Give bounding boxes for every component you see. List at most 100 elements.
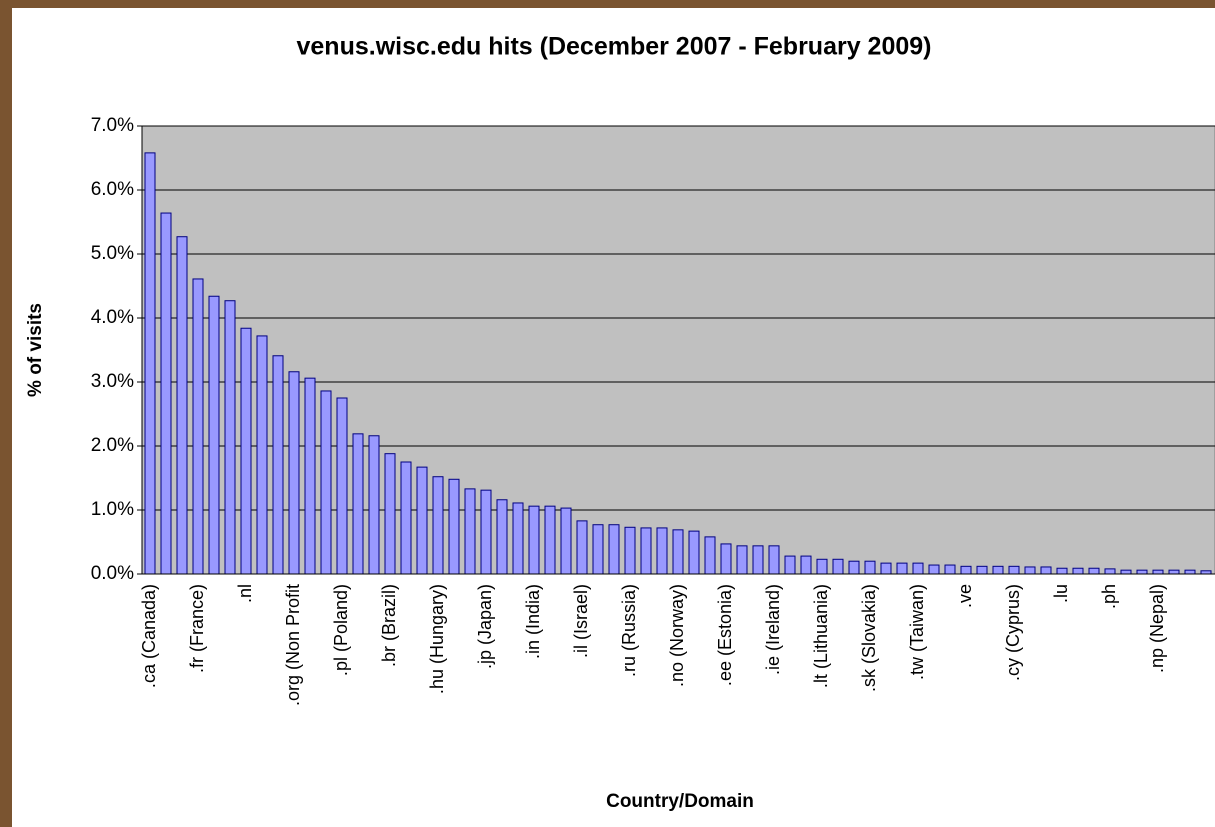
bar xyxy=(880,562,892,575)
y-tick-label: 7.0% xyxy=(91,115,134,136)
bar xyxy=(1040,566,1052,575)
bar xyxy=(1008,565,1020,575)
bar xyxy=(528,505,540,575)
y-tick-label: 4.0% xyxy=(91,307,134,328)
bar xyxy=(208,295,220,575)
bar xyxy=(912,562,924,575)
bar xyxy=(512,502,524,575)
bar xyxy=(176,236,188,575)
x-tick-label: .tw (Taiwan) xyxy=(907,584,927,680)
bar xyxy=(1056,567,1068,575)
x-tick-label: .ve xyxy=(955,584,975,608)
bar xyxy=(160,212,172,575)
y-axis-label: % of visits xyxy=(25,303,46,397)
bar xyxy=(240,327,252,575)
bar xyxy=(896,562,908,575)
bar xyxy=(1104,568,1116,575)
bar xyxy=(336,397,348,575)
y-tick-label: 2.0% xyxy=(91,435,134,456)
bar xyxy=(288,371,300,575)
bar xyxy=(144,152,156,575)
x-tick-label: .lt (Lithuania) xyxy=(811,584,831,688)
bar xyxy=(1024,566,1036,575)
bar xyxy=(496,499,508,575)
x-tick-label: .no (Norway) xyxy=(667,584,687,687)
y-tick-label: 5.0% xyxy=(91,243,134,264)
bar xyxy=(624,526,636,575)
x-tick-label: .jp (Japan) xyxy=(475,584,495,669)
x-axis-label: Country/Domain xyxy=(606,791,754,812)
x-tick-label: .pl (Poland) xyxy=(331,584,351,676)
bar xyxy=(608,524,620,575)
bar xyxy=(576,520,588,575)
bar xyxy=(480,489,492,575)
x-tick-label: .lu xyxy=(1051,584,1071,603)
x-tick-label: .cy (Cyprus) xyxy=(1003,584,1023,681)
x-tick-label: .nl xyxy=(235,584,255,603)
bar xyxy=(432,476,444,575)
x-tick-label: .ru (Russia) xyxy=(619,584,639,677)
bar xyxy=(672,529,684,575)
bar xyxy=(656,527,668,575)
chart-title: venus.wisc.edu hits (December 2007 - Feb… xyxy=(297,33,932,61)
bar xyxy=(1136,569,1148,575)
bar xyxy=(224,300,236,575)
bar xyxy=(272,355,284,575)
bar xyxy=(752,545,764,575)
bar xyxy=(368,435,380,575)
bar xyxy=(416,466,428,575)
bar xyxy=(448,478,460,575)
bar xyxy=(768,545,780,575)
bar xyxy=(464,488,476,575)
bar xyxy=(864,560,876,575)
bar xyxy=(736,545,748,575)
bar xyxy=(1184,569,1196,575)
x-tick-label: .org (Non Profit xyxy=(283,584,303,706)
y-tick-label: 1.0% xyxy=(91,499,134,520)
bar xyxy=(1168,569,1180,575)
bar xyxy=(704,536,716,575)
bar xyxy=(384,453,396,575)
bar xyxy=(192,278,204,575)
bar xyxy=(928,564,940,575)
bar xyxy=(832,558,844,575)
plot-area xyxy=(141,125,1215,575)
bar xyxy=(848,560,860,575)
bar xyxy=(1072,567,1084,575)
x-tick-label: .il (Israel) xyxy=(571,584,591,658)
x-tick-label: .ie (Ireland) xyxy=(763,584,783,675)
bar xyxy=(944,564,956,575)
x-tick-label: .ee (Estonia) xyxy=(715,584,735,686)
bar xyxy=(1120,569,1132,575)
x-tick-label: .sk (Slovakia) xyxy=(859,584,879,692)
y-tick-label: 6.0% xyxy=(91,179,134,200)
x-tick-label: .fr (France) xyxy=(187,584,207,673)
bar xyxy=(544,505,556,575)
bar xyxy=(256,335,268,575)
bar xyxy=(688,530,700,575)
x-tick-label: .ph xyxy=(1099,584,1119,609)
bar xyxy=(720,543,732,575)
bar xyxy=(1088,567,1100,575)
bar xyxy=(784,555,796,575)
bar xyxy=(400,461,412,575)
bar xyxy=(992,565,1004,575)
bar xyxy=(976,565,988,575)
bar xyxy=(960,565,972,575)
bar xyxy=(352,433,364,575)
x-tick-label: .ca (Canada) xyxy=(139,584,159,688)
y-tick-label: 0.0% xyxy=(91,563,134,584)
y-tick-label: 3.0% xyxy=(91,371,134,392)
bar xyxy=(1152,569,1164,575)
x-tick-label: .hu (Hungary) xyxy=(427,584,447,694)
bar xyxy=(592,524,604,575)
bar xyxy=(640,527,652,575)
bar xyxy=(320,390,332,575)
bar xyxy=(816,558,828,575)
x-tick-label: .np (Nepal) xyxy=(1147,584,1167,673)
x-tick-label: .br (Brazil) xyxy=(379,584,399,667)
bar xyxy=(560,507,572,575)
x-tick-label: .in (India) xyxy=(523,584,543,659)
